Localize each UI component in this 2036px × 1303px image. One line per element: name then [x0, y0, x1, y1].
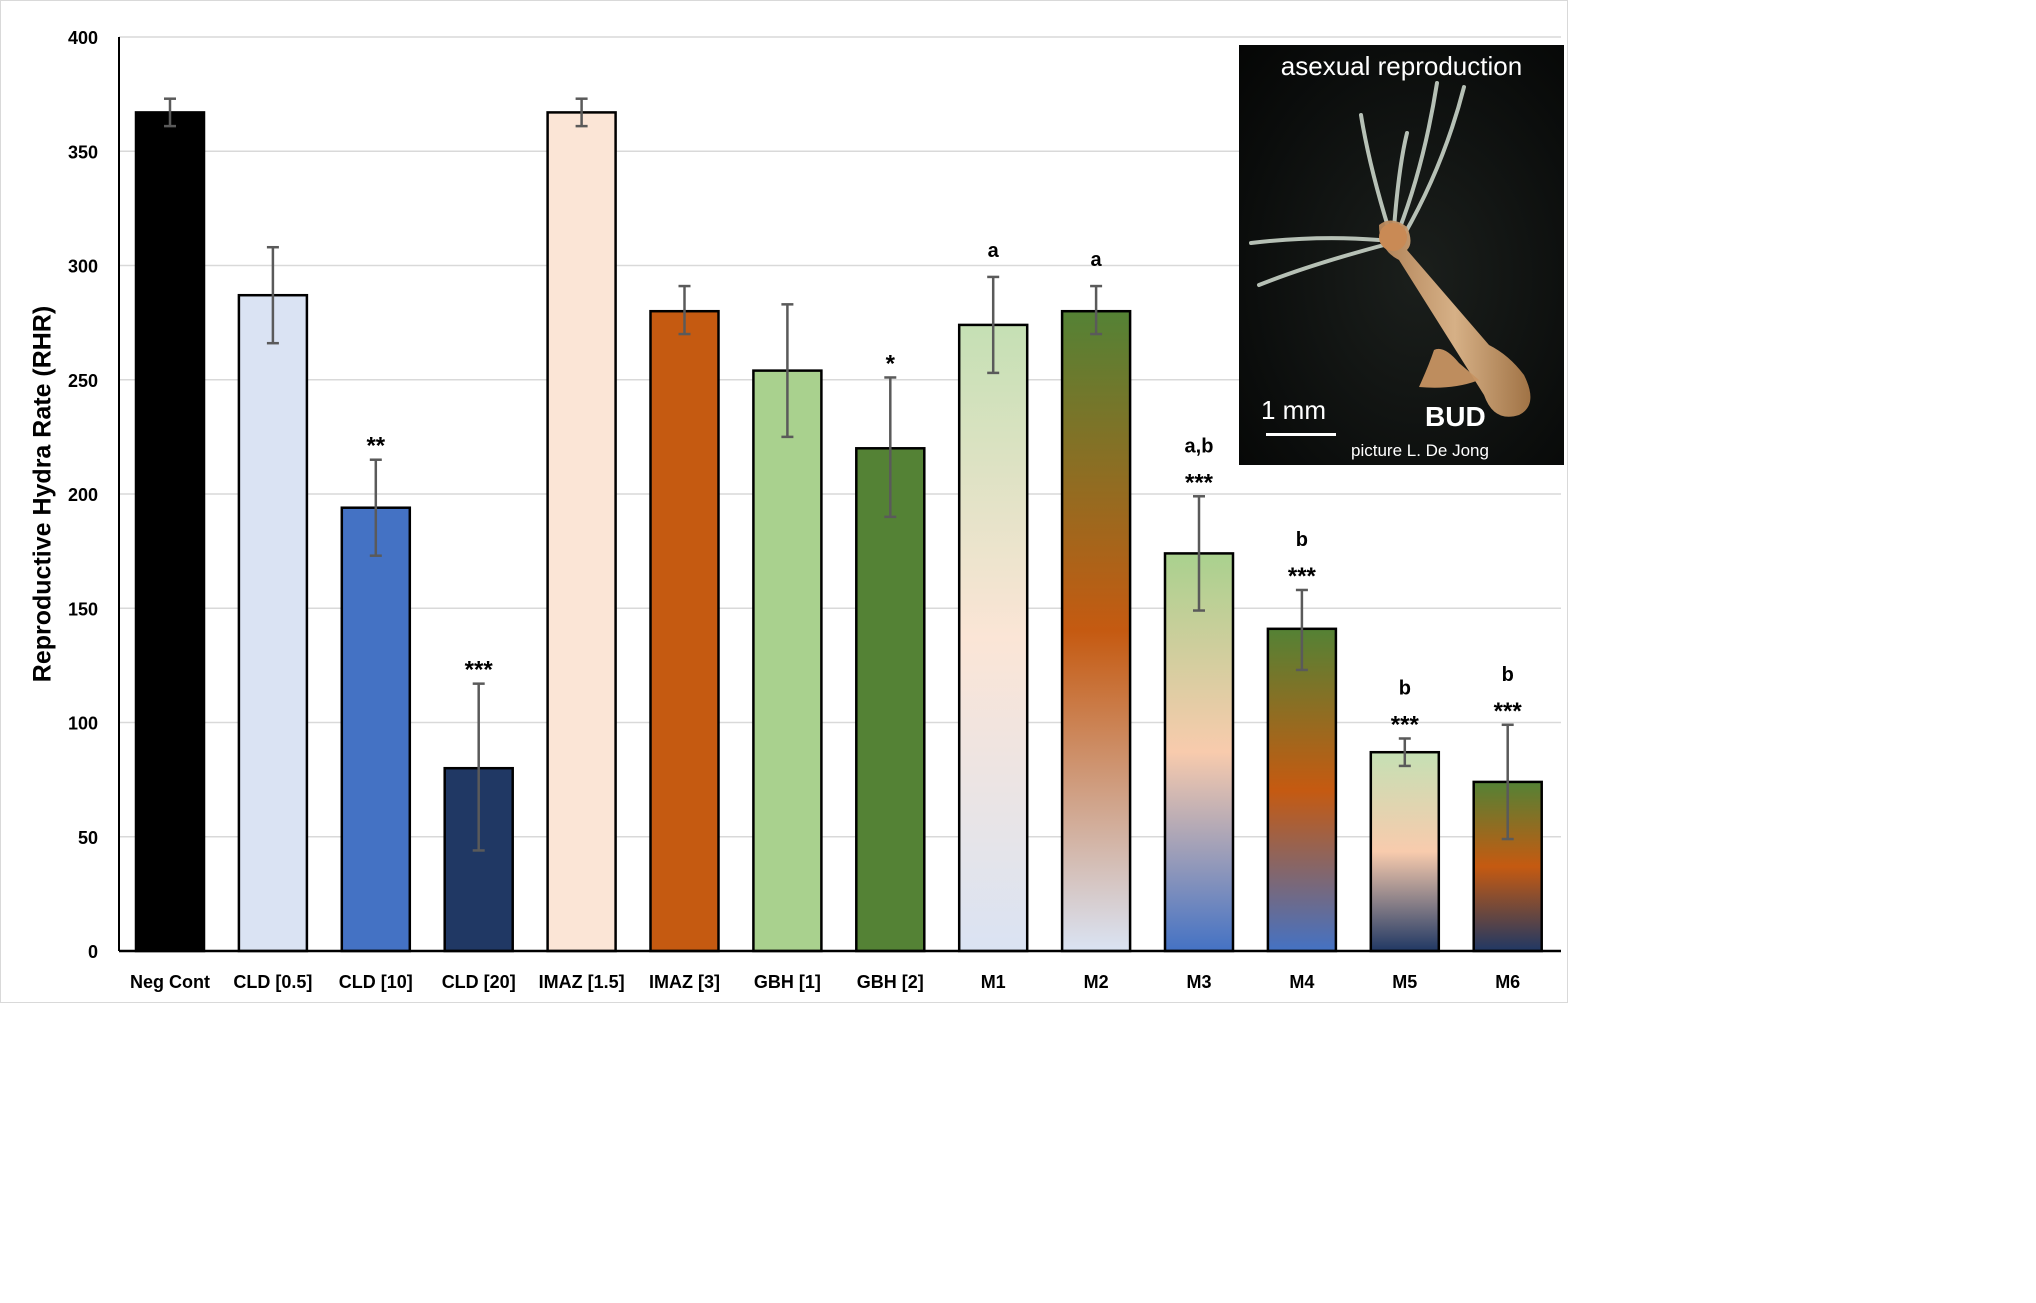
x-tick-label: GBH [2]	[857, 972, 924, 992]
significance-label: ***	[1288, 563, 1317, 590]
y-tick-label: 0	[88, 942, 98, 962]
bar	[855, 447, 926, 953]
error-bar	[678, 284, 691, 336]
y-axis-label: Reproductive Hydra Rate (RHR)	[28, 305, 57, 683]
error-bar	[472, 682, 485, 852]
error-bar	[987, 275, 1000, 375]
x-tick-label: IMAZ [3]	[649, 972, 720, 992]
y-tick-label: 50	[78, 828, 98, 848]
error-bar	[266, 245, 279, 345]
bar	[134, 111, 206, 953]
x-tick-label: M2	[1084, 972, 1109, 992]
bar	[237, 293, 309, 953]
axes	[118, 37, 1561, 953]
bar	[1266, 627, 1338, 953]
group-letter-label: a,b	[1185, 435, 1214, 457]
chart-frame: 0 50 100 150 200 250 300 350 400 Neg Cont CLD [0.5…	[0, 0, 1568, 1003]
error-bar	[1398, 737, 1411, 768]
x-tick-label: M1	[981, 972, 1006, 992]
y-tick-label: 300	[68, 257, 98, 277]
bar	[340, 506, 412, 953]
x-tick-label: Neg Cont	[130, 972, 210, 992]
bar	[649, 309, 720, 953]
x-tick-label: CLD [10]	[339, 972, 413, 992]
scale-bar	[1266, 433, 1336, 436]
group-letter-label: b	[1296, 529, 1308, 551]
scale-bar-label: 1 mm	[1261, 395, 1326, 425]
inset-title: asexual reproduction	[1280, 51, 1523, 81]
error-bar	[781, 303, 794, 439]
x-tick-label: IMAZ [1.5]	[539, 972, 625, 992]
significance-label: ***	[1494, 698, 1523, 725]
bar	[1163, 552, 1235, 953]
bar	[546, 111, 617, 953]
group-letter-label: a	[1091, 249, 1103, 271]
error-bar	[1295, 588, 1308, 672]
x-tick-label: M6	[1495, 972, 1520, 992]
hydra-illustration	[1249, 81, 1531, 417]
x-tick-label: GBH [1]	[754, 972, 821, 992]
x-tick-label: CLD [0.5]	[233, 972, 312, 992]
group-letter-label: b	[1399, 677, 1411, 699]
y-tick-label: 150	[68, 599, 98, 619]
y-tick-label: 100	[68, 714, 98, 734]
bars	[134, 97, 1543, 953]
x-tick-label: M4	[1289, 972, 1314, 992]
x-tick-label: M5	[1392, 972, 1417, 992]
labels: 0 50 100 150 200 250 300 350 400 Neg Cont CLD [0.5…	[68, 28, 1522, 992]
error-bar	[369, 458, 382, 557]
bar-chart: 0 50 100 150 200 250 300 350 400 Neg Cont CLD [0.5…	[68, 28, 1561, 992]
x-tick-label: CLD [20]	[442, 972, 516, 992]
hydra-photo-inset: asexual reproduction 1 mm BUD picture L.…	[1239, 45, 1564, 465]
error-bar	[884, 376, 897, 519]
significance-label: ***	[465, 657, 494, 684]
error-bar	[1193, 495, 1205, 612]
group-letter-label: a	[988, 240, 1000, 262]
bar	[1369, 750, 1441, 953]
y-tick-label: 350	[68, 142, 98, 162]
error-bar	[164, 97, 176, 128]
y-tick-label: 400	[68, 28, 98, 48]
bar	[957, 323, 1029, 953]
significance-label: ***	[1391, 711, 1420, 738]
bud-label: BUD	[1425, 401, 1486, 432]
bar	[1060, 309, 1132, 953]
y-tick-label: 200	[68, 485, 98, 505]
error-bar	[1501, 723, 1514, 841]
significance-label: **	[366, 433, 385, 460]
error-bar	[1090, 284, 1103, 336]
significance-label: ***	[1185, 469, 1214, 496]
x-tick-label: M3	[1186, 972, 1211, 992]
error-bar	[575, 97, 588, 128]
group-letter-label: b	[1502, 664, 1514, 686]
bar	[752, 369, 823, 953]
y-tick-label: 250	[68, 371, 98, 391]
photo-credit: picture L. De Jong	[1351, 441, 1489, 460]
significance-label: *	[886, 350, 896, 377]
